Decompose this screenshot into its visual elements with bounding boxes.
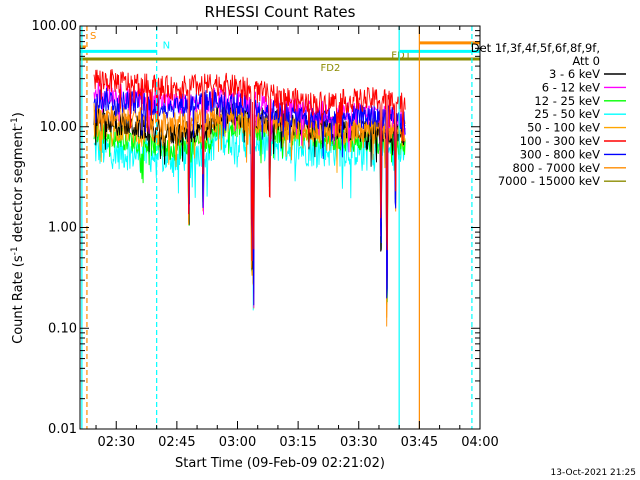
- x-axis-label: Start Time (09-Feb-09 02:21:02): [175, 456, 385, 471]
- plot-frame: [79, 25, 481, 430]
- annotation-label: N: [163, 40, 170, 51]
- legend-header: Att 0: [572, 54, 600, 68]
- y-tick-label: 0.10: [48, 321, 77, 336]
- annotation-label: S: [90, 31, 96, 42]
- y-tick-label: 0.01: [48, 422, 77, 437]
- y-axis-label-part: detector segment: [11, 126, 26, 246]
- x-tick-label: 03:15: [279, 435, 316, 450]
- series-line: [93, 119, 406, 311]
- x-tick-label: 03:30: [340, 435, 377, 450]
- y-axis-label-sup: -1: [10, 246, 20, 255]
- legend-entry: 7000 - 15000 keV: [498, 174, 600, 188]
- axes: [79, 25, 481, 430]
- legend-entry: 6 - 12 keV: [542, 80, 600, 94]
- chart-title: RHESSI Count Rates: [205, 3, 356, 21]
- x-tick-label: 02:30: [98, 435, 135, 450]
- annotation-label: FD1: [391, 51, 411, 62]
- y-axis-label: Count Rate (s-1 detector segment-1): [10, 112, 26, 344]
- series-line: [93, 88, 406, 306]
- y-tick-label: 100.00: [32, 19, 78, 34]
- legend-entry: 3 - 6 keV: [549, 67, 600, 81]
- legend: Det 1f,3f,4f,5f,6f,8f,9f,Att 03 - 6 keV6…: [471, 41, 626, 188]
- x-tick-label: 03:00: [219, 435, 256, 450]
- legend-header: Det 1f,3f,4f,5f,6f,8f,9f,: [471, 41, 600, 55]
- y-axis-label-sup: -1: [10, 117, 20, 126]
- legend-entry: 800 - 7000 keV: [512, 161, 600, 175]
- axis-ticks: 0.01 0.10 1.00 10.00 100.00 02:30 02:45 03:00 03…: [32, 19, 499, 450]
- legend-entry: 50 - 100 keV: [527, 121, 600, 135]
- legend-entry: 25 - 50 keV: [534, 107, 600, 121]
- series-line: [93, 68, 406, 261]
- x-tick-label: 03:45: [401, 435, 438, 450]
- legend-entry: 300 - 800 keV: [520, 147, 600, 161]
- x-tick-label: 04:00: [461, 435, 498, 450]
- y-tick-label: 1.00: [48, 221, 77, 236]
- annotation-label: FD2: [321, 63, 341, 74]
- x-tick-label: 02:45: [158, 435, 195, 450]
- legend-entry: 12 - 25 keV: [534, 94, 600, 108]
- y-axis-label-part: ): [11, 112, 26, 117]
- svg-text:Count Rate (s-1 detector segme: Count Rate (s-1 detector segment-1): [10, 112, 26, 344]
- plot-area: S N FD2 FD1: [80, 26, 480, 429]
- y-axis-label-part: Count Rate (s: [11, 255, 26, 344]
- legend-entry: 100 - 300 keV: [520, 134, 600, 148]
- y-tick-label: 10.00: [40, 120, 77, 135]
- footer-timestamp: 13-Oct-2021 21:25: [551, 468, 636, 478]
